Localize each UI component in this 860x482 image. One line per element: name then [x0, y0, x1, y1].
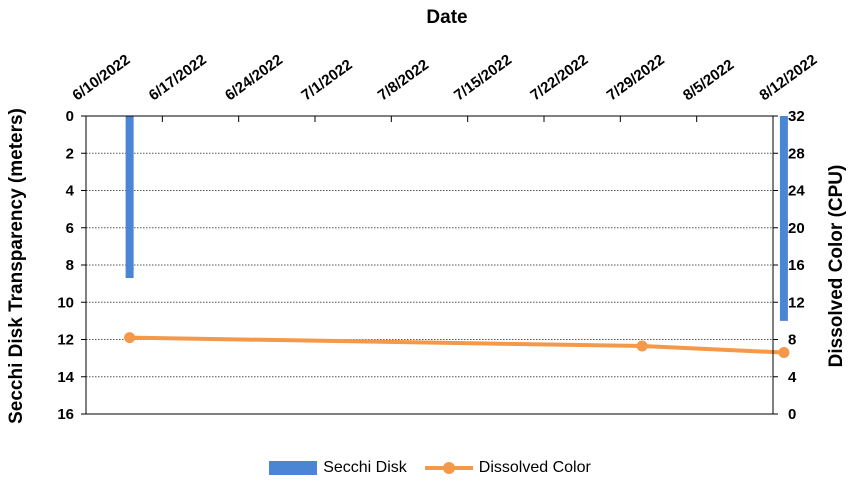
left-tick-label: 10: [57, 294, 74, 311]
chart-area: Date 6/10/2022 6/17/2022 6/24/2022 7/1/2022…: [6, 7, 847, 424]
axes: [81, 115, 778, 415]
secchi-disk-bar: [779, 116, 788, 321]
left-tick-label: 6: [66, 220, 74, 237]
x-tick-label: 7/29/2022: [604, 51, 668, 104]
right-tick-label: 8: [788, 332, 796, 349]
left-axis-title: Secchi Disk Transparency (meters): [6, 108, 27, 424]
x-tick-label: 8/12/2022: [756, 51, 820, 104]
x-tick-label: 7/15/2022: [451, 51, 515, 104]
x-tick-labels: 6/10/2022 6/17/2022 6/24/2022 7/1/2022 7/8/2…: [69, 51, 820, 104]
x-tick-label: 7/1/2022: [298, 56, 355, 104]
right-tick-label: 16: [788, 257, 805, 274]
x-tick-label: 7/22/2022: [527, 51, 591, 104]
left-tick-label: 12: [57, 332, 74, 349]
left-axis-ticks: 0 2 4 6 8 10 12 14 16: [57, 108, 74, 423]
secchi-disk-series: [125, 116, 788, 321]
x-tick-label: 6/24/2022: [222, 51, 286, 104]
legend: Secchi Disk Dissolved Color: [0, 456, 860, 480]
x-tick-label: 6/17/2022: [146, 51, 210, 104]
left-tick-label: 2: [66, 145, 74, 162]
x-tick-label: 6/10/2022: [69, 51, 133, 104]
right-axis-title: Dissolved Color (CPU): [826, 165, 847, 368]
x-axis-title: Date: [426, 7, 467, 28]
right-tick-label: 24: [788, 183, 805, 200]
dissolved-color-point: [778, 347, 790, 359]
right-tick-label: 4: [788, 369, 797, 386]
secchi-disk-bar: [125, 116, 134, 279]
right-tick-label: 32: [788, 108, 805, 125]
dissolved-color-line: [129, 335, 784, 355]
right-tick-label: 28: [788, 145, 805, 162]
legend-label: Dissolved Color: [478, 459, 591, 476]
gridlines: [86, 152, 773, 378]
dissolved-color-point: [124, 332, 136, 344]
left-tick-label: 0: [66, 108, 74, 125]
legend-item-secchi-disk: Secchi Disk: [269, 459, 407, 477]
x-tick-label: 7/8/2022: [375, 56, 432, 104]
left-tick-label: 14: [57, 369, 74, 386]
legend-label: Secchi Disk: [323, 459, 407, 476]
right-tick-label: 12: [788, 294, 805, 311]
left-tick-label: 8: [66, 257, 74, 274]
line-marker-swatch-icon: [424, 461, 473, 475]
left-tick-label: 4: [66, 183, 75, 200]
left-tick-label: 16: [57, 406, 74, 423]
right-axis-ticks: 0 4 8 12 16 20 24 28 32: [788, 108, 805, 423]
right-tick-label: 20: [788, 220, 805, 237]
bar-swatch-icon: [269, 461, 318, 475]
dissolved-color-point: [636, 340, 648, 352]
x-tick-label: 8/5/2022: [680, 56, 737, 104]
legend-item-dissolved-color: Dissolved Color: [424, 459, 591, 477]
dissolved-color-series: [124, 332, 790, 359]
right-tick-label: 0: [788, 406, 796, 423]
